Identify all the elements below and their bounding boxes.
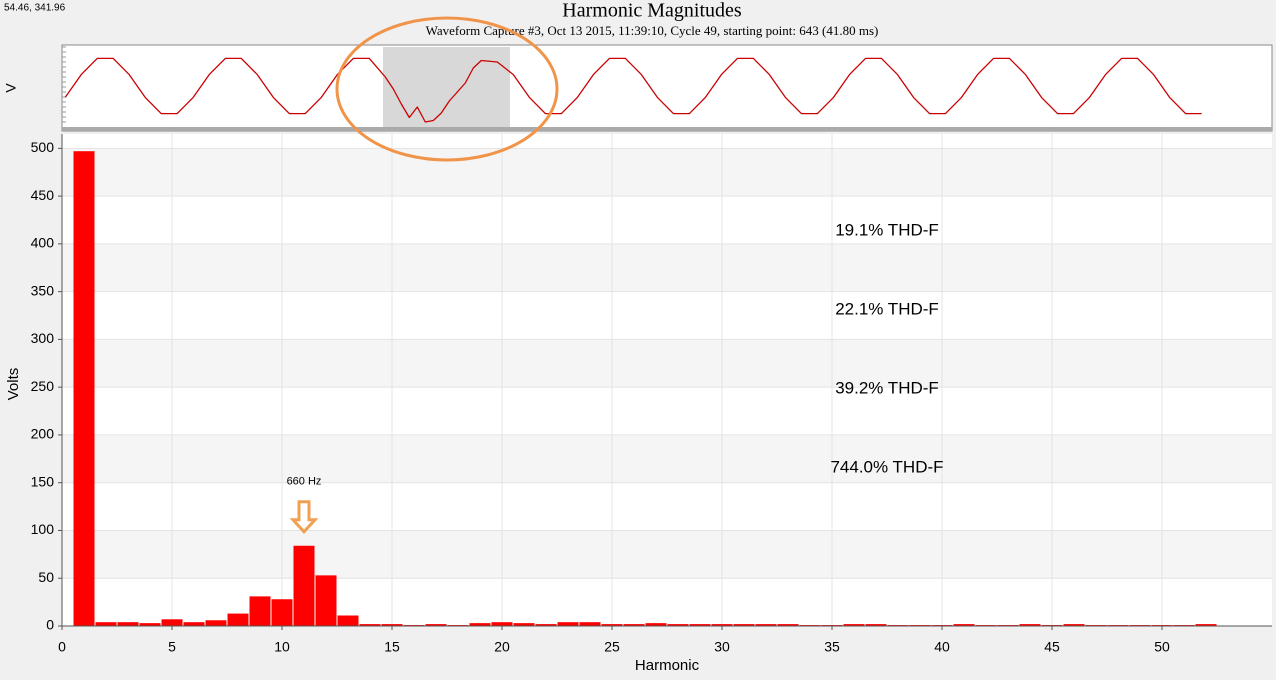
panel-separator — [62, 127, 1272, 131]
bar — [359, 624, 381, 626]
x-tick-label: 45 — [1044, 639, 1060, 655]
bar — [73, 151, 95, 627]
bar — [601, 624, 623, 626]
bar — [667, 624, 689, 626]
bar — [579, 622, 601, 626]
x-tick-label: 15 — [384, 639, 400, 655]
chart-title: Harmonic Magnitudes — [562, 0, 742, 22]
bar — [645, 623, 667, 626]
bar — [227, 613, 249, 626]
bar — [1063, 624, 1085, 626]
x-tick-label: 50 — [1154, 639, 1170, 655]
cursor-readout: 54.46, 341.96 — [4, 3, 66, 14]
capture-highlight — [383, 47, 510, 129]
bar — [271, 599, 293, 626]
y-tick-label: 350 — [31, 282, 55, 298]
bar — [469, 623, 491, 626]
x-tick-label: 25 — [604, 639, 620, 655]
thd-annotation: 39.2% THD-F — [835, 378, 939, 397]
x-tick-label: 5 — [168, 639, 176, 655]
bar — [95, 622, 117, 626]
arrow — [289, 500, 319, 534]
y-axis-label: Volts — [5, 368, 22, 401]
grid-band — [62, 339, 1272, 388]
bar — [491, 622, 513, 626]
grid-band — [62, 434, 1272, 483]
y-tick-label: 100 — [31, 521, 55, 537]
y-tick-label: 450 — [31, 187, 55, 203]
y-tick-label: 0 — [46, 617, 54, 633]
x-tick-label: 10 — [274, 639, 290, 655]
waveform-y-label: V — [3, 83, 19, 93]
thd-annotation: 22.1% THD-F — [835, 299, 939, 318]
bar — [293, 545, 315, 626]
y-tick-label: 300 — [31, 330, 55, 346]
bar — [117, 622, 139, 626]
bar — [315, 575, 337, 626]
y-tick-label: 150 — [31, 473, 55, 489]
bar — [183, 622, 205, 626]
grid-band — [62, 243, 1272, 292]
bar — [205, 620, 227, 626]
x-tick-label: 30 — [714, 639, 730, 655]
x-tick-label: 40 — [934, 639, 950, 655]
bar — [337, 615, 359, 626]
bar — [381, 624, 403, 626]
y-tick-label: 200 — [31, 426, 55, 442]
bar — [425, 624, 447, 626]
grid-band — [62, 148, 1272, 197]
bar — [513, 623, 535, 626]
bar — [1019, 624, 1041, 626]
bar — [557, 622, 579, 626]
x-tick-label: 35 — [824, 639, 840, 655]
bar — [689, 624, 711, 626]
y-tick-label: 400 — [31, 235, 55, 251]
grid-band — [62, 530, 1272, 579]
bar — [139, 623, 161, 626]
bar — [711, 624, 733, 626]
y-tick-label: 250 — [31, 378, 55, 394]
y-tick-label: 50 — [38, 569, 54, 585]
x-tick-label: 0 — [58, 639, 66, 655]
x-axis-label: Harmonic — [635, 657, 700, 674]
x-tick-label: 20 — [494, 639, 510, 655]
bar — [733, 624, 755, 626]
bar — [953, 624, 975, 626]
bar — [623, 624, 645, 626]
bar — [1195, 624, 1217, 626]
bar — [777, 624, 799, 626]
highlight-ellipse — [335, 16, 559, 162]
waveform — [64, 57, 1202, 123]
bar — [249, 596, 271, 626]
y-tick-label: 500 — [31, 139, 55, 155]
arrow-label: 660 Hz — [287, 476, 322, 488]
thd-annotation: 744.0% THD-F — [830, 457, 943, 476]
waveform-panel — [61, 44, 1273, 132]
bar — [535, 624, 557, 626]
thd-annotation: 19.1% THD-F — [835, 220, 939, 239]
bar — [843, 624, 865, 626]
bar — [865, 624, 887, 626]
bar — [161, 619, 183, 626]
chart-subtitle: Waveform Capture #3, Oct 13 2015, 11:39:… — [426, 23, 879, 38]
bar — [755, 624, 777, 626]
